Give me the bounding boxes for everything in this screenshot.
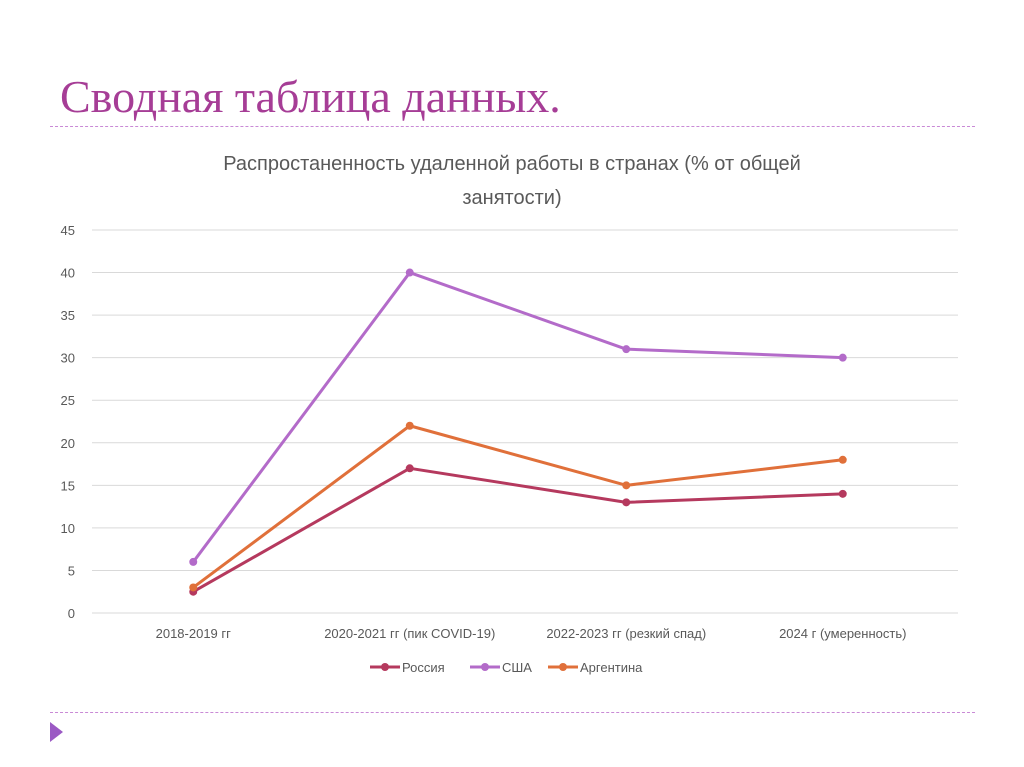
- data-point: [622, 498, 631, 507]
- triangle-bullet-icon: [50, 722, 63, 742]
- x-tick-label: 2020-2021 гг (пик COVID-19): [324, 626, 495, 641]
- chart-title-line-1: Распростаненность удаленной работы в стр…: [223, 153, 801, 175]
- y-tick-label: 40: [61, 266, 75, 281]
- y-tick-label: 35: [61, 308, 75, 323]
- data-point: [189, 557, 198, 566]
- series-line-2: [192, 424, 843, 589]
- legend-marker: [381, 663, 389, 671]
- y-tick-label: 45: [61, 223, 75, 238]
- legend-label: Аргентина: [580, 660, 643, 675]
- y-tick-label: 30: [61, 351, 75, 366]
- y-tick-label: 25: [61, 393, 75, 408]
- y-tick-label: 5: [68, 563, 75, 578]
- data-point: [405, 421, 414, 430]
- data-point: [838, 455, 847, 464]
- x-tick-label: 2024 г (умеренность): [779, 626, 906, 641]
- series-line-0: [192, 466, 843, 594]
- data-point: [838, 353, 847, 362]
- y-tick-label: 0: [68, 606, 75, 621]
- x-tick-label: 2022-2023 гг (резкий спад): [546, 626, 706, 641]
- legend-label: Россия: [402, 660, 445, 675]
- bottom-divider: [50, 712, 975, 713]
- y-tick-label: 10: [61, 521, 75, 536]
- data-point: [622, 345, 631, 354]
- legend-label: США: [502, 660, 532, 675]
- data-point: [838, 489, 847, 498]
- y-tick-label: 15: [61, 478, 75, 493]
- data-point: [405, 464, 414, 473]
- data-point: [189, 583, 198, 592]
- legend-marker: [481, 663, 489, 671]
- slide-title: Сводная таблица данных.: [60, 71, 561, 122]
- y-tick-label: 20: [61, 436, 75, 451]
- chart-title-line-2: занятости): [462, 187, 561, 209]
- top-divider: [50, 126, 975, 127]
- data-point: [622, 481, 631, 490]
- x-tick-label: 2018-2019 гг: [156, 626, 232, 641]
- series-line-1: [192, 271, 843, 563]
- legend-marker: [559, 663, 567, 671]
- data-point: [405, 268, 414, 277]
